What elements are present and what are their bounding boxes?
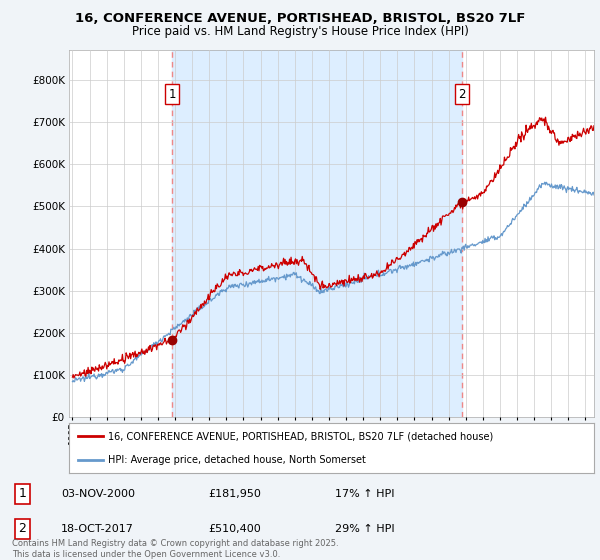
Text: 2: 2 — [19, 522, 26, 535]
Text: 16, CONFERENCE AVENUE, PORTISHEAD, BRISTOL, BS20 7LF: 16, CONFERENCE AVENUE, PORTISHEAD, BRIST… — [75, 12, 525, 25]
Bar — [172, 50, 462, 417]
Text: 1: 1 — [169, 88, 176, 101]
Text: 17% ↑ HPI: 17% ↑ HPI — [335, 489, 394, 499]
Text: 1: 1 — [19, 487, 26, 501]
Text: £510,400: £510,400 — [208, 524, 260, 534]
Text: Price paid vs. HM Land Registry's House Price Index (HPI): Price paid vs. HM Land Registry's House … — [131, 25, 469, 38]
Text: £181,950: £181,950 — [208, 489, 261, 499]
Text: Contains HM Land Registry data © Crown copyright and database right 2025.
This d: Contains HM Land Registry data © Crown c… — [12, 539, 338, 559]
Text: 2: 2 — [458, 88, 466, 101]
Text: 03-NOV-2000: 03-NOV-2000 — [61, 489, 135, 499]
Text: HPI: Average price, detached house, North Somerset: HPI: Average price, detached house, Nort… — [109, 455, 366, 465]
Text: 18-OCT-2017: 18-OCT-2017 — [61, 524, 134, 534]
Text: 29% ↑ HPI: 29% ↑ HPI — [335, 524, 394, 534]
Text: 16, CONFERENCE AVENUE, PORTISHEAD, BRISTOL, BS20 7LF (detached house): 16, CONFERENCE AVENUE, PORTISHEAD, BRIST… — [109, 431, 494, 441]
